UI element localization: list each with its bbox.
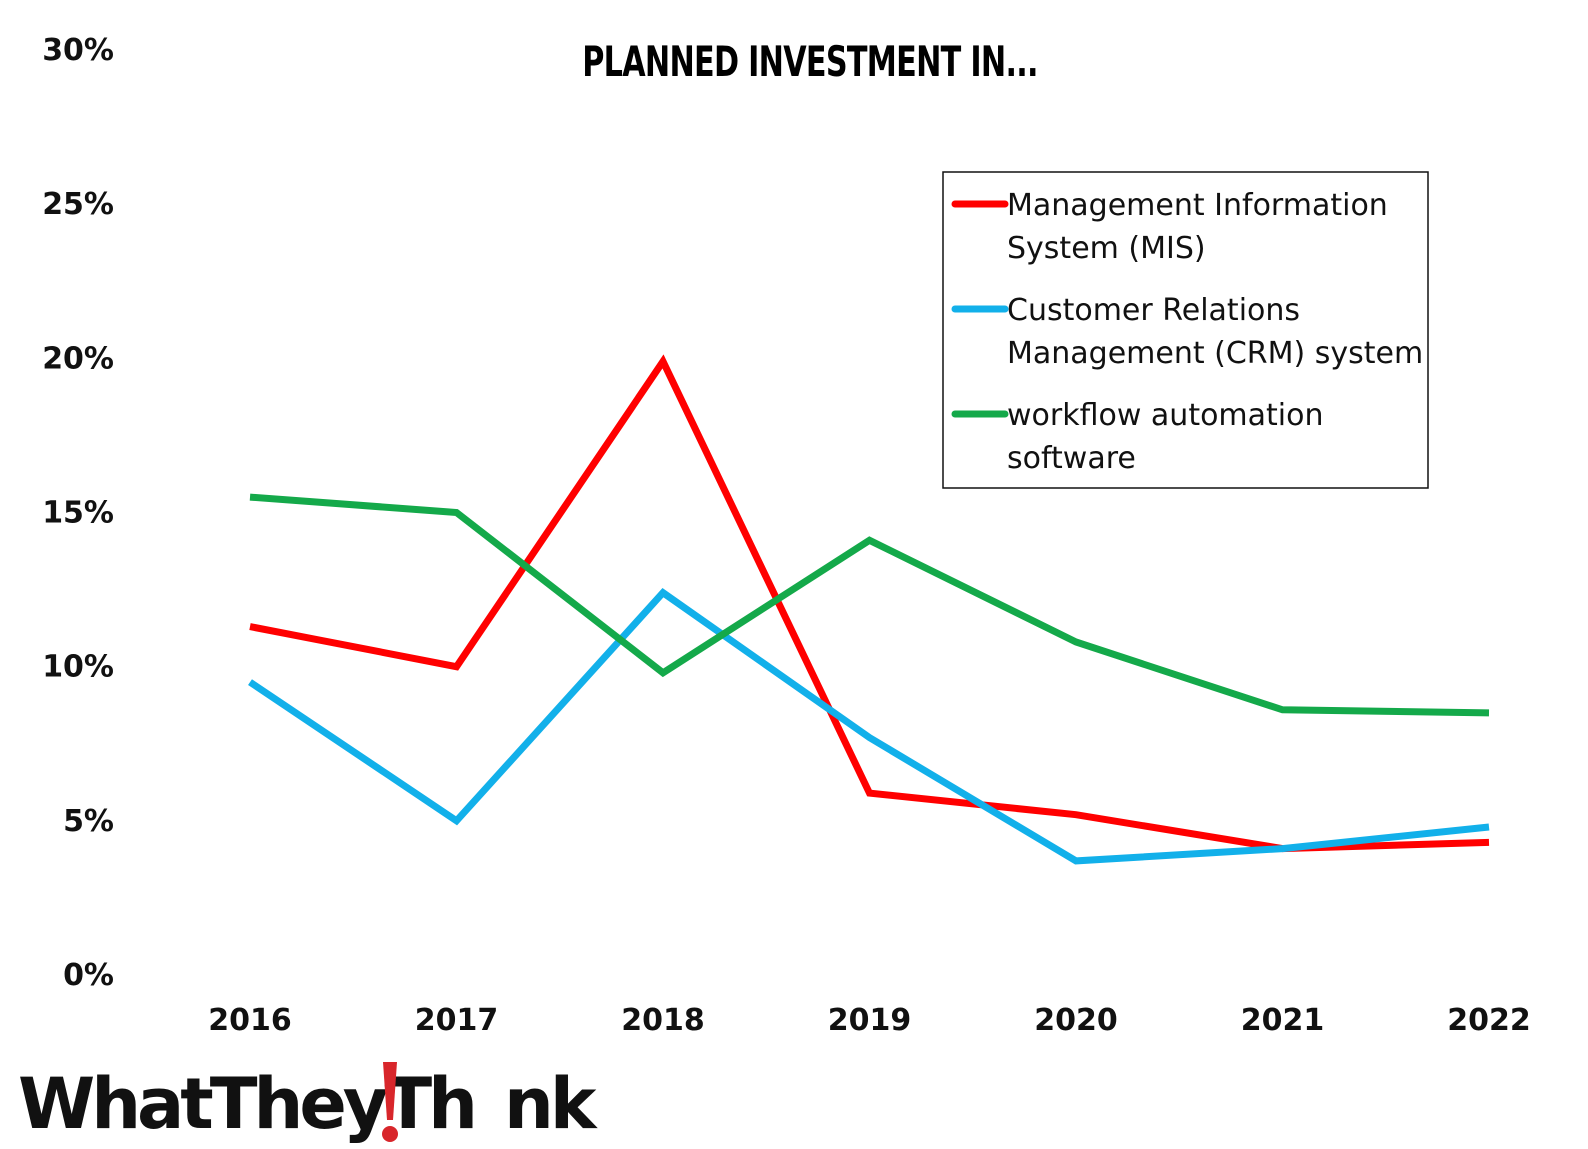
y-tick-label: 15% [42,496,114,531]
logo-bang-stroke [383,1062,397,1120]
legend-label: Management Information [1007,188,1388,223]
legend-label: Management (CRM) system [1007,336,1423,371]
x-tick-label: 2021 [1241,1003,1325,1038]
logo-text: WhatTheyTh nk [18,1063,598,1145]
legend-label: System (MIS) [1007,231,1206,266]
y-axis-ticks: 0% 5% 10% 15% 20% 25% 30% [42,33,114,993]
whattheythink-logo: WhatTheyTh nk [18,1062,602,1145]
legend-label: Customer Relations [1007,293,1300,328]
x-tick-label: 2016 [208,1003,292,1038]
logo-text-start: WhatTheyTh [18,1063,474,1145]
x-tick-label: 2017 [415,1003,499,1038]
legend-label: workflow automation [1007,398,1324,433]
series-line-2 [248,588,1490,865]
x-tick-label: 2020 [1034,1003,1118,1038]
y-tick-label: 30% [42,33,114,68]
x-tick-label: 2018 [621,1003,705,1038]
y-tick-label: 0% [63,958,114,993]
y-tick-label: 10% [42,650,114,685]
legend-box [942,171,1429,489]
chart-title: PLANNED INVESTMENT IN... [582,37,1038,86]
x-axis-ticks: 2016 2017 2018 2019 2020 2021 2022 [208,1003,1531,1038]
series-lines [248,354,1490,865]
x-tick-label: 2022 [1447,1003,1531,1038]
x-tick-label: 2019 [828,1003,912,1038]
y-tick-label: 25% [42,187,114,222]
legend-label: software [1007,441,1136,476]
logo-exclamation-icon [382,1062,398,1142]
legend: Management Information System (MIS) Custom… [942,171,1429,489]
y-tick-label: 20% [42,341,114,376]
series-line-3 [249,493,1490,717]
logo-text-end: nk [504,1063,598,1145]
y-tick-label: 5% [63,804,114,839]
logo-bang-dot [382,1126,398,1142]
